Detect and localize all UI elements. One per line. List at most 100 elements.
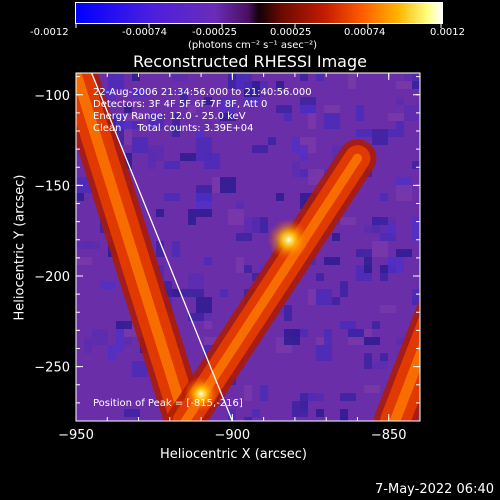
noise-pixel — [300, 105, 316, 113]
noise-pixel — [220, 177, 236, 193]
noise-pixel — [132, 73, 140, 81]
noise-pixel — [292, 401, 308, 417]
noise-pixel — [380, 273, 388, 281]
noise-pixel — [356, 105, 364, 121]
noise-pixel — [124, 409, 140, 417]
noise-pixel — [252, 409, 260, 417]
noise-pixel — [396, 249, 412, 257]
noise-pixel — [188, 273, 204, 289]
noise-pixel — [300, 73, 308, 81]
colorbar-tick-2: -0.00074 — [122, 27, 167, 38]
noise-pixel — [324, 257, 340, 265]
noise-pixel — [124, 337, 132, 345]
noise-pixel — [108, 73, 124, 89]
noise-pixel — [324, 113, 340, 129]
noise-pixel — [340, 321, 356, 329]
noise-pixel — [124, 153, 132, 169]
noise-pixel — [316, 409, 324, 417]
noise-pixel — [372, 129, 388, 145]
annotation-time-range: 22-Aug-2006 21:34:56.000 to 21:40:56.000 — [93, 87, 312, 98]
noise-pixel — [340, 409, 348, 421]
noise-pixel — [284, 329, 300, 345]
colorbar-tick-4: 0.00025 — [270, 27, 312, 38]
noise-pixel — [180, 89, 188, 105]
noise-pixel — [380, 353, 388, 361]
colorbar-unit-label: (photons cm⁻² s⁻¹ asec⁻²) — [188, 40, 318, 51]
noise-pixel — [372, 241, 388, 257]
y-tick-label: −100 — [34, 89, 70, 104]
noise-pixel — [244, 385, 252, 401]
bright-spot-5 — [183, 376, 219, 412]
noise-pixel — [76, 241, 92, 249]
noise-pixel — [316, 73, 324, 81]
y-axis-ticks: −100 −150 −200 −250 — [34, 76, 420, 422]
noise-pixel — [204, 257, 212, 265]
colorbar-tick-5: 0.00074 — [344, 27, 386, 38]
noise-pixel — [308, 289, 316, 305]
noise-pixel — [116, 129, 124, 145]
noise-pixel — [100, 281, 116, 289]
noise-pixel — [388, 129, 404, 137]
noise-pixel — [84, 337, 92, 353]
plot-frame — [75, 72, 421, 422]
noise-pixel — [284, 305, 292, 321]
noise-pixel — [276, 193, 284, 201]
x-tick-label: −900 — [215, 428, 251, 443]
noise-pixel — [372, 321, 380, 329]
noise-pixel — [364, 385, 380, 393]
noise-pixel — [188, 105, 196, 113]
annotation-peak-position: Position of Peak = [-815,-216] — [93, 398, 243, 409]
noise-pixel — [412, 161, 420, 169]
bright-spot-2 — [267, 218, 310, 261]
bright-spot-4 — [496, 110, 500, 145]
noise-pixel — [372, 225, 380, 233]
noise-pixel — [236, 73, 252, 89]
noise-pixel — [172, 241, 180, 257]
noise-pixel — [300, 145, 308, 161]
noise-pixel — [172, 289, 180, 297]
noise-pixel — [196, 209, 212, 217]
footer-timestamp: 7-May-2022 06:40 — [375, 482, 494, 497]
noise-pixel — [116, 321, 132, 329]
chart-title: Reconstructed RHESSI Image — [133, 52, 367, 71]
noise-pixel — [244, 97, 260, 105]
noise-pixel — [388, 113, 404, 121]
noise-pixel — [316, 393, 324, 401]
noise-pixel — [124, 113, 140, 121]
noise-pixel — [332, 233, 340, 241]
noise-pixel — [364, 257, 372, 273]
noise-pixel — [204, 121, 212, 129]
y-tick-label: −250 — [34, 361, 70, 376]
colorbar-tick-3: -0.00025 — [192, 27, 237, 38]
noise-pixel — [396, 185, 412, 201]
noise-pixel — [220, 289, 228, 297]
noise-pixel — [308, 113, 316, 129]
noise-pixel — [372, 361, 388, 369]
noise-pixel — [252, 145, 268, 153]
noise-pixel — [404, 105, 420, 121]
noise-pixel — [188, 209, 196, 225]
noise-pixel — [340, 217, 356, 225]
noise-pixel — [156, 241, 164, 257]
noise-pixel — [204, 97, 212, 105]
noise-pixel — [388, 225, 396, 233]
x-tick-label: −950 — [58, 428, 94, 443]
noise-pixel — [356, 129, 372, 137]
noise-pixel — [220, 97, 236, 113]
noise-pixel — [196, 137, 212, 153]
noise-pixel — [204, 153, 220, 169]
ridge-core-3 — [389, 341, 420, 421]
noise-pixel — [364, 353, 372, 369]
noise-pixel — [364, 337, 380, 345]
noise-pixel — [188, 313, 204, 321]
noise-pixel — [340, 281, 348, 297]
annotation-energy-range: Energy Range: 12.0 - 25.0 keV — [93, 111, 246, 122]
noise-pixel — [340, 393, 356, 401]
noise-pixel — [204, 337, 220, 345]
colorbar-ticks — [75, 23, 442, 28]
spot-layer — [183, 110, 500, 412]
noise-pixel — [116, 345, 124, 353]
noise-pixel — [324, 105, 340, 113]
noise-pixel — [236, 257, 244, 273]
noise-pixel — [172, 73, 188, 81]
